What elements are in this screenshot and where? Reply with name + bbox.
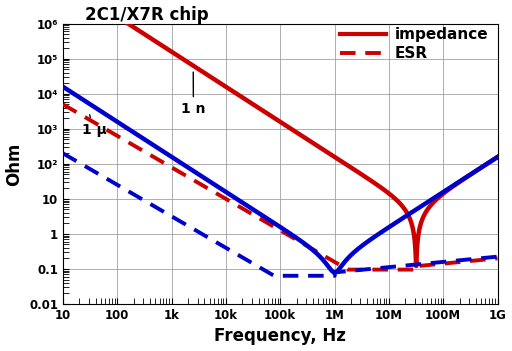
impedance — [495, 155, 501, 159]
ESR — [345, 267, 351, 272]
ESR — [384, 267, 390, 272]
ESR — [495, 256, 501, 260]
Line: impedance: impedance — [63, 0, 498, 266]
Legend: impedance, ESR: impedance, ESR — [338, 26, 490, 62]
Y-axis label: Ohm: Ohm — [6, 142, 24, 186]
ESR — [226, 199, 232, 203]
Line: ESR: ESR — [63, 104, 498, 270]
ESR — [60, 102, 66, 106]
impedance — [139, 31, 145, 35]
ESR — [321, 253, 327, 258]
Text: 1 μ: 1 μ — [81, 115, 106, 137]
impedance — [384, 190, 390, 194]
Text: 1 n: 1 n — [181, 72, 206, 116]
impedance — [226, 87, 232, 91]
X-axis label: Frequency, Hz: Frequency, Hz — [215, 327, 346, 345]
impedance — [417, 223, 423, 227]
ESR — [139, 148, 145, 152]
impedance — [321, 148, 327, 152]
ESR — [417, 264, 423, 268]
Text: 2C1/X7R chip: 2C1/X7R chip — [84, 6, 208, 24]
impedance — [413, 264, 419, 268]
ESR — [343, 266, 349, 271]
impedance — [343, 162, 349, 166]
